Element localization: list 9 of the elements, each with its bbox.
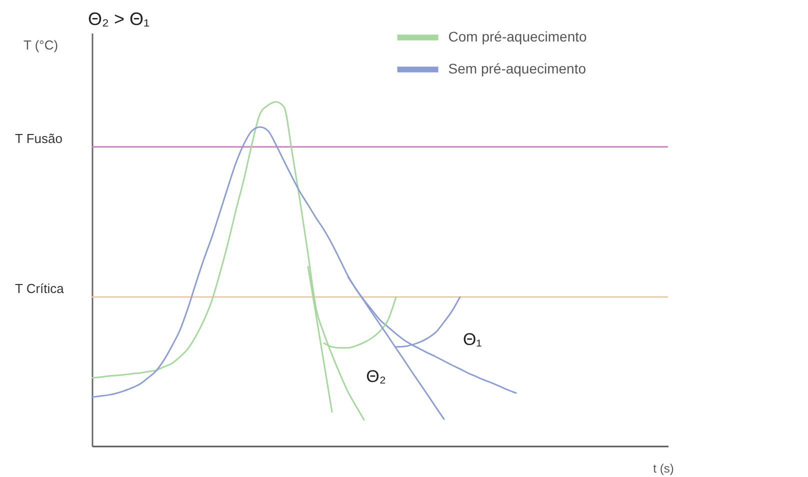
chart-title: Θ₂ > Θ₁: [88, 9, 150, 29]
legend-label: Com pré-aquecimento: [448, 28, 588, 44]
ref-line-label: T Fusão: [15, 130, 62, 146]
annotation: Θ₁: [462, 330, 482, 349]
legend-label: Sem pré-aquecimento: [448, 60, 586, 76]
ref-line-label: T Crítica: [15, 280, 65, 296]
y-axis-title: T (°C): [24, 38, 58, 52]
x-axis-title: t (s): [653, 462, 674, 476]
annotation: Θ₂: [366, 367, 386, 386]
